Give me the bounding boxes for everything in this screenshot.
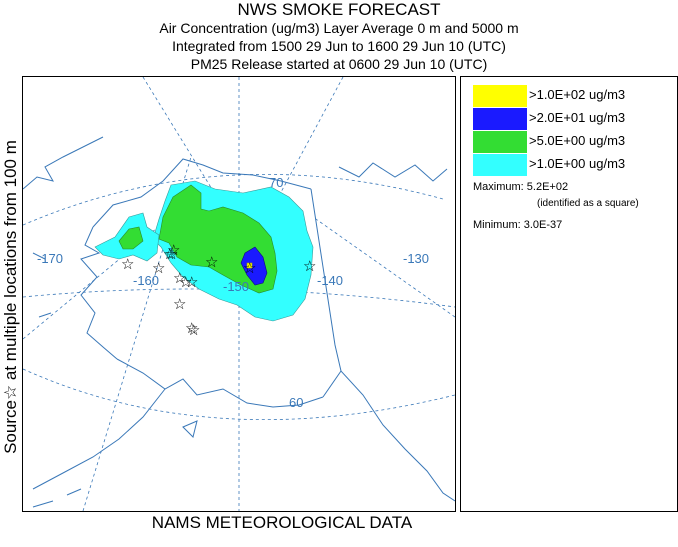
legend-item-1: >1.0E+02 ug/m3 xyxy=(473,85,673,107)
subtitle-integration: Integrated from 1500 29 Jun to 1600 29 J… xyxy=(172,38,506,54)
meridian-polar-1 xyxy=(142,77,224,208)
source-star-icon: ☆ xyxy=(167,241,180,259)
legend-swatch-4 xyxy=(473,154,527,176)
kodiak xyxy=(182,420,198,438)
label-lon-160: -160 xyxy=(133,273,159,288)
legend-label-2: >2.0E+01 ug/m3 xyxy=(529,110,626,125)
max-concentration-square xyxy=(246,262,253,269)
map-canvas: 70 60 -170 -160 -150 -140 -130 ☆ ☆☆☆☆☆☆☆☆… xyxy=(23,77,455,511)
arctic-islands xyxy=(338,162,448,182)
legend-swatch-2 xyxy=(473,108,527,130)
legend-label-4: >1.0E+00 ug/m3 xyxy=(529,156,626,171)
smoke-level-4-contour xyxy=(246,262,253,269)
alaska-north-coast xyxy=(92,158,312,228)
meridian-130 xyxy=(312,216,455,318)
source-star-icon: ☆ xyxy=(185,319,198,337)
source-locations-label: Source☆ at multiple locations from 100 m xyxy=(1,140,20,454)
alaska-south-coast xyxy=(116,358,324,408)
meteorological-data-label: NAMS METEOROLOGICAL DATA xyxy=(151,513,413,532)
legend-label-1: >1.0E+02 ug/m3 xyxy=(529,87,626,102)
minimum-value: Minimum: 3.0E-37 xyxy=(473,219,563,231)
source-star-icon: ☆ xyxy=(121,255,134,273)
source-star-icon: ☆ xyxy=(165,245,178,263)
plume-core-level3 xyxy=(240,246,268,286)
parallel-60 xyxy=(23,368,455,421)
source-star-icon: ☆ xyxy=(173,269,186,287)
label-lon-140: -140 xyxy=(317,273,343,288)
label-lat-70: 70 xyxy=(269,175,283,190)
label-lon-170: -170 xyxy=(37,251,63,266)
maximum-note: (identified as a square) xyxy=(537,198,639,209)
parallel-70 xyxy=(23,173,444,226)
aleutian-chain xyxy=(32,488,82,508)
legend-swatch-1 xyxy=(473,85,527,107)
graticule-labels: 70 60 -170 -160 -150 -140 -130 xyxy=(37,175,429,410)
source-star-icon: ☆ xyxy=(152,259,165,277)
label-lat-60: 60 xyxy=(289,395,303,410)
coastlines xyxy=(23,136,455,508)
source-star-icon: ☆ xyxy=(173,295,186,313)
southeast-panhandle xyxy=(322,370,455,502)
plume-west-level2 xyxy=(118,226,144,250)
alaska-west-coast xyxy=(80,226,118,360)
source-star-icon: ☆ xyxy=(243,259,256,277)
alaska-peninsula xyxy=(32,388,166,490)
source-star-icon: ☆ xyxy=(185,273,198,291)
source-star-icon: ☆ xyxy=(303,257,316,275)
source-star-icon: ☆ xyxy=(179,273,192,291)
legend-item-4: >1.0E+00 ug/m3 xyxy=(473,154,673,176)
parallel-65 xyxy=(23,288,455,308)
source-star-icon: ☆ xyxy=(163,245,176,263)
map-title: NWS SMOKE FORECAST xyxy=(237,0,441,19)
label-lon-130: -130 xyxy=(403,251,429,266)
legend-label-3: >5.0E+00 ug/m3 xyxy=(529,133,626,148)
smoke-level-3-contour xyxy=(240,246,268,286)
subtitle-release: PM25 Release started at 0600 29 Jun 10 (… xyxy=(190,56,488,72)
legend-swatch-3 xyxy=(473,131,527,153)
chukotka-coast xyxy=(23,136,104,190)
meridian-polar-2 xyxy=(272,77,344,208)
islands-west xyxy=(32,252,52,318)
canada-border xyxy=(310,188,342,372)
source-star-icon: ☆ xyxy=(187,321,200,339)
maximum-value: Maximum: 5.2E+02 xyxy=(473,181,569,193)
legend-item-3: >5.0E+00 ug/m3 xyxy=(473,131,673,153)
legend-panel: >1.0E+02 ug/m3 >2.0E+01 ug/m3 >5.0E+00 u… xyxy=(460,76,678,512)
label-lon-150: -150 xyxy=(223,279,249,294)
smoke-forecast-map: 70 60 -170 -160 -150 -140 -130 ☆ ☆ ☆ ☆ ☆ ☆ ☆ ☆ ☆… xyxy=(22,76,456,512)
subtitle-concentration: Air Concentration (ug/m3) Layer Average … xyxy=(159,20,519,36)
source-star-icon: ☆ xyxy=(205,253,218,271)
legend-item-2: >2.0E+01 ug/m3 xyxy=(473,108,673,130)
source-locations: ☆ ☆☆☆☆☆☆☆☆☆☆ ☆ ☆☆ xyxy=(121,241,316,339)
